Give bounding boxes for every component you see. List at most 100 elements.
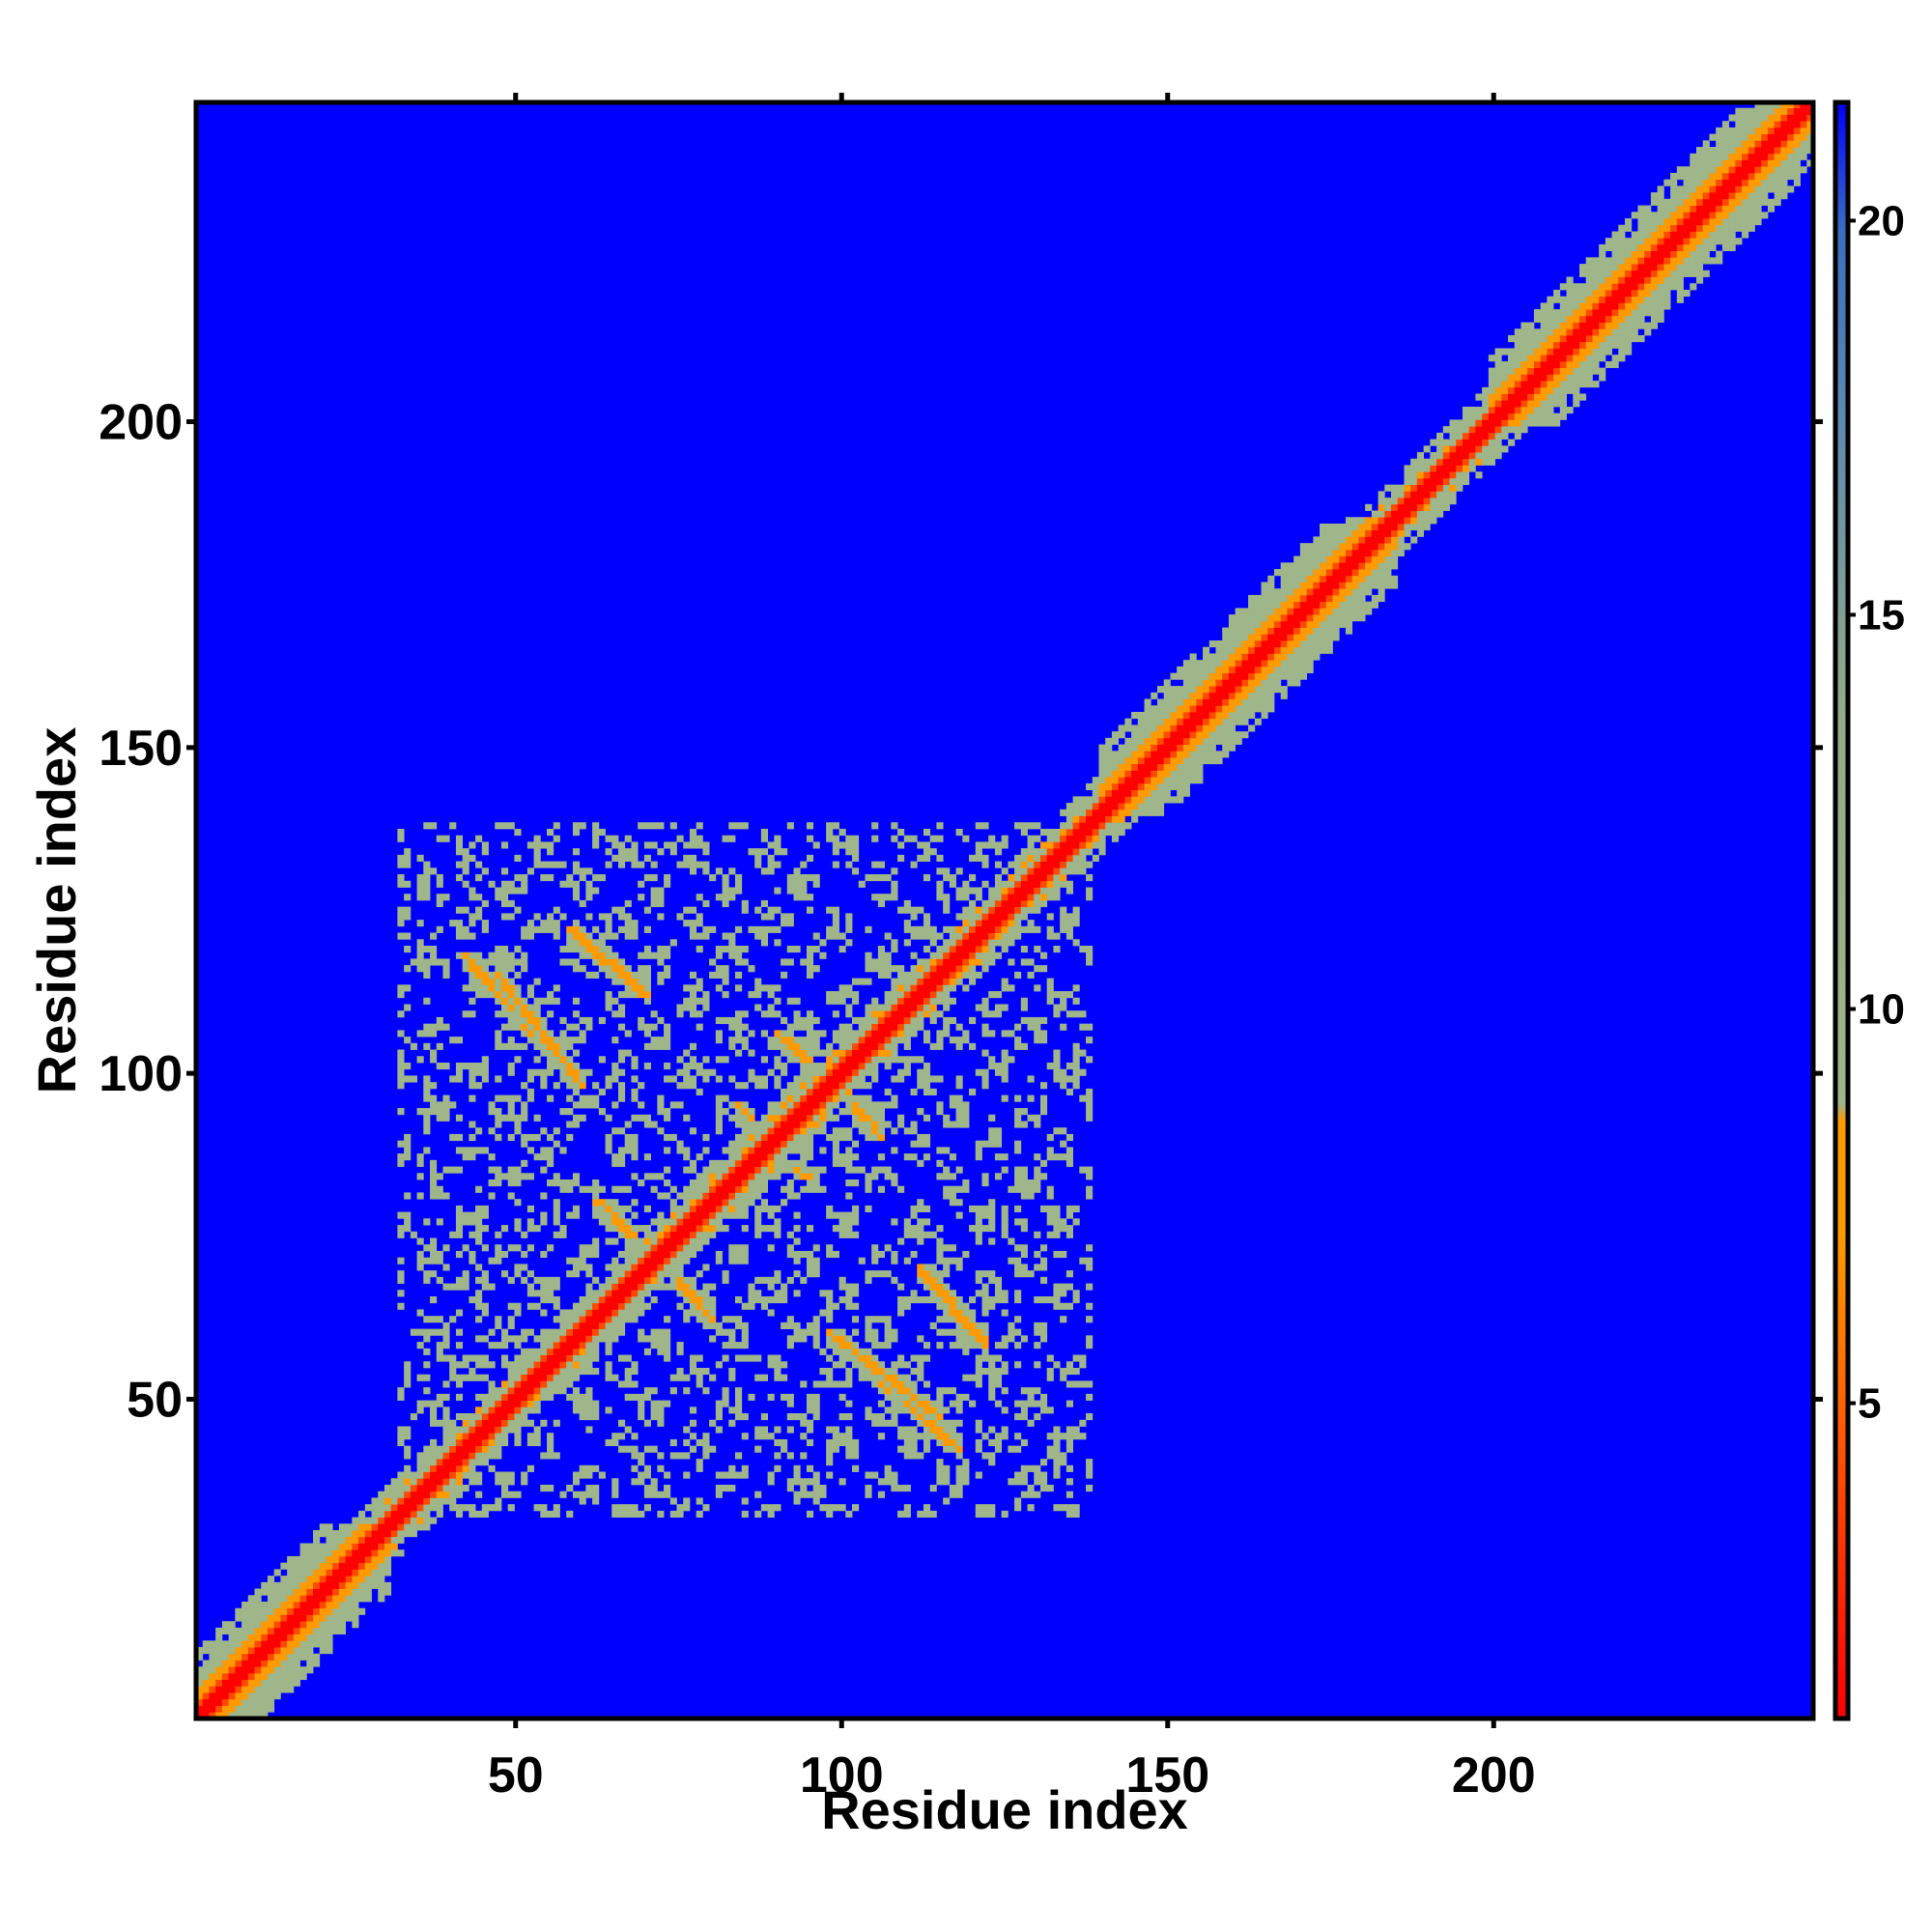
heatmap-cell bbox=[1065, 1433, 1073, 1440]
heatmap-cell bbox=[774, 1114, 781, 1122]
heatmap-cell bbox=[488, 984, 496, 992]
heatmap-cell bbox=[955, 867, 963, 875]
heatmap-cell bbox=[500, 997, 509, 1005]
heatmap-cell bbox=[1001, 978, 1009, 985]
heatmap-cell bbox=[702, 1075, 710, 1083]
heatmap-cell bbox=[624, 1302, 632, 1310]
heatmap-cell bbox=[910, 1225, 918, 1233]
heatmap-cell bbox=[638, 1406, 645, 1414]
heatmap-cell bbox=[617, 991, 626, 999]
heatmap-cell bbox=[228, 1698, 236, 1706]
heatmap-cell bbox=[1020, 874, 1028, 882]
heatmap-cell bbox=[1065, 1510, 1073, 1518]
heatmap-cell bbox=[507, 997, 515, 1005]
heatmap-cell bbox=[1065, 1491, 1073, 1498]
heatmap-cell bbox=[728, 1342, 736, 1350]
heatmap-cell bbox=[638, 1413, 645, 1421]
heatmap-cell bbox=[455, 1361, 464, 1369]
heatmap-cell bbox=[806, 1185, 814, 1193]
heatmap-cell bbox=[664, 971, 671, 979]
heatmap-cell bbox=[865, 1321, 872, 1330]
heatmap-cell bbox=[416, 1400, 424, 1407]
heatmap-cell bbox=[969, 1335, 977, 1343]
heatmap-cell bbox=[910, 997, 918, 1005]
heatmap-cell bbox=[689, 1250, 697, 1259]
heatmap-cell bbox=[1014, 1094, 1022, 1102]
heatmap-cell bbox=[1086, 1413, 1094, 1421]
heatmap-cell bbox=[936, 1459, 944, 1466]
heatmap-cell bbox=[521, 1133, 528, 1142]
heatmap-cell bbox=[261, 1698, 269, 1706]
heatmap-cell bbox=[1014, 1328, 1022, 1336]
heatmap-cell bbox=[1060, 1127, 1067, 1135]
heatmap-cell bbox=[247, 1705, 255, 1713]
heatmap-cell bbox=[962, 906, 970, 914]
heatmap-cell bbox=[943, 925, 951, 933]
heatmap-cell bbox=[1065, 920, 1073, 927]
heatmap-cell bbox=[1020, 1464, 1028, 1472]
heatmap-cell bbox=[696, 1192, 703, 1200]
heatmap-cell bbox=[774, 939, 781, 947]
heatmap-cell bbox=[390, 1484, 398, 1492]
heatmap-cell bbox=[838, 1478, 846, 1486]
heatmap-cell bbox=[221, 1666, 230, 1674]
heatmap-cell bbox=[332, 1576, 340, 1583]
heatmap-cell bbox=[631, 1199, 639, 1207]
heatmap-cell bbox=[299, 1640, 307, 1648]
heatmap-cell bbox=[754, 848, 762, 856]
heatmap-cell bbox=[702, 1296, 710, 1304]
heatmap-cell bbox=[624, 1290, 632, 1297]
heatmap-cell bbox=[943, 1438, 951, 1447]
heatmap-cell bbox=[728, 1244, 736, 1252]
heatmap-cell bbox=[884, 1244, 892, 1252]
heatmap-cell bbox=[280, 1666, 288, 1674]
heatmap-cell bbox=[664, 841, 671, 849]
heatmap-cell bbox=[397, 1257, 405, 1264]
heatmap-cell bbox=[962, 1348, 970, 1355]
heatmap-cell bbox=[838, 1062, 846, 1070]
heatmap-cell bbox=[832, 991, 839, 999]
heatmap-cell bbox=[722, 1179, 729, 1187]
heatmap-cell bbox=[585, 1283, 593, 1291]
heatmap-cell bbox=[1086, 1166, 1094, 1174]
heatmap-cell bbox=[611, 906, 619, 914]
heatmap-cell bbox=[722, 1094, 729, 1102]
heatmap-cell bbox=[910, 1380, 918, 1388]
heatmap-cell bbox=[553, 1037, 560, 1044]
heatmap-cell bbox=[540, 1082, 548, 1090]
heatmap-cell bbox=[617, 1094, 626, 1102]
heatmap-cell bbox=[404, 894, 412, 901]
heatmap-cell bbox=[1065, 1133, 1073, 1142]
heatmap-cell bbox=[1065, 913, 1073, 921]
heatmap-cell bbox=[981, 1205, 989, 1213]
heatmap-cell bbox=[430, 952, 438, 959]
heatmap-cell bbox=[943, 1316, 951, 1323]
heatmap-cell bbox=[404, 1225, 412, 1233]
heatmap-cell bbox=[416, 1464, 424, 1472]
heatmap-cell bbox=[579, 1361, 586, 1369]
heatmap-cell bbox=[423, 1491, 431, 1498]
heatmap-cell bbox=[273, 1634, 281, 1641]
heatmap-cell bbox=[696, 1231, 703, 1238]
heatmap-cell bbox=[430, 1296, 438, 1304]
heatmap-cell bbox=[676, 1348, 684, 1355]
heatmap-cell bbox=[598, 1218, 606, 1226]
heatmap-cell bbox=[592, 1205, 600, 1213]
heatmap-cell bbox=[1020, 1250, 1028, 1259]
heatmap-cell bbox=[585, 1393, 593, 1401]
heatmap-cell bbox=[1065, 1302, 1073, 1310]
heatmap-cell bbox=[566, 1211, 574, 1219]
heatmap-cell bbox=[631, 1211, 639, 1219]
heatmap-cell bbox=[929, 1004, 937, 1011]
heatmap-cell bbox=[455, 1491, 464, 1498]
heatmap-cell bbox=[455, 1504, 464, 1512]
heatmap-cell bbox=[235, 1634, 242, 1641]
heatmap-cell bbox=[313, 1653, 321, 1661]
heatmap-cell bbox=[526, 1387, 534, 1395]
heatmap-cell bbox=[689, 1218, 697, 1226]
heatmap-cell bbox=[891, 1257, 898, 1264]
heatmap-cell bbox=[981, 997, 989, 1005]
heatmap-cell bbox=[832, 1147, 839, 1154]
heatmap-cell bbox=[624, 1367, 632, 1376]
heatmap-cell bbox=[430, 932, 438, 940]
